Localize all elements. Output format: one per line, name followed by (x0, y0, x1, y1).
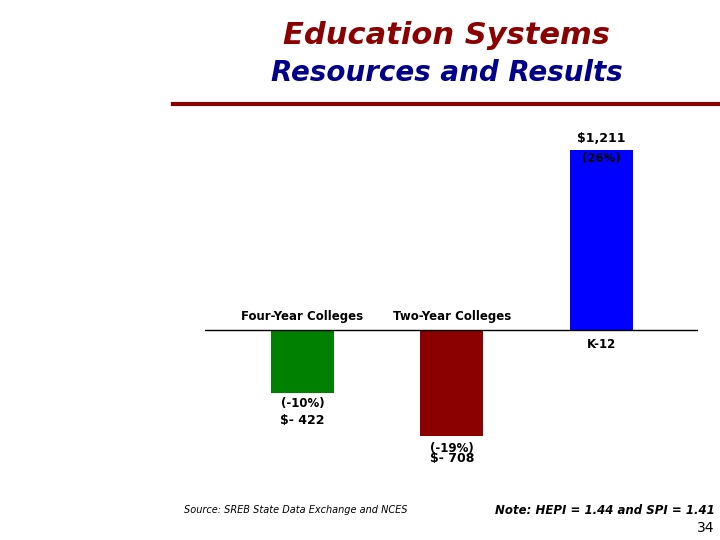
Text: Education Systems: Education Systems (283, 21, 610, 50)
Bar (271, 330, 334, 393)
Text: $- 708: $- 708 (430, 453, 474, 465)
Text: Note: HEPI = 1.44 and SPI = 1.41: Note: HEPI = 1.44 and SPI = 1.41 (495, 504, 714, 517)
Bar (570, 150, 633, 330)
Text: (-19%): (-19%) (430, 442, 474, 455)
Text: Four-Year Colleges: Four-Year Colleges (241, 310, 364, 323)
Text: (26%): (26%) (582, 152, 621, 165)
Text: 34: 34 (697, 521, 714, 535)
Text: SREB: SREB (21, 130, 152, 173)
Text: $- 422: $- 422 (280, 414, 325, 427)
Text: Change in State and Local Funds Per Student: Change in State and Local Funds Per Stud… (205, 130, 578, 145)
Text: Adjusted for Inflation: Adjusted for Inflation (304, 154, 480, 170)
Text: K-12: K-12 (587, 338, 616, 350)
Text: LOUISIANA: LOUISIANA (19, 465, 154, 485)
Text: Source: SREB State Data Exchange and NCES: Source: SREB State Data Exchange and NCE… (184, 505, 408, 515)
Text: 1989 to 1999: 1989 to 1999 (338, 179, 446, 194)
Text: Resources and Results: Resources and Results (271, 59, 622, 87)
Bar (420, 330, 483, 436)
Text: (-10%): (-10%) (281, 397, 324, 410)
Text: $1,211: $1,211 (577, 132, 626, 145)
Text: Two-Year Colleges: Two-Year Colleges (392, 310, 511, 323)
